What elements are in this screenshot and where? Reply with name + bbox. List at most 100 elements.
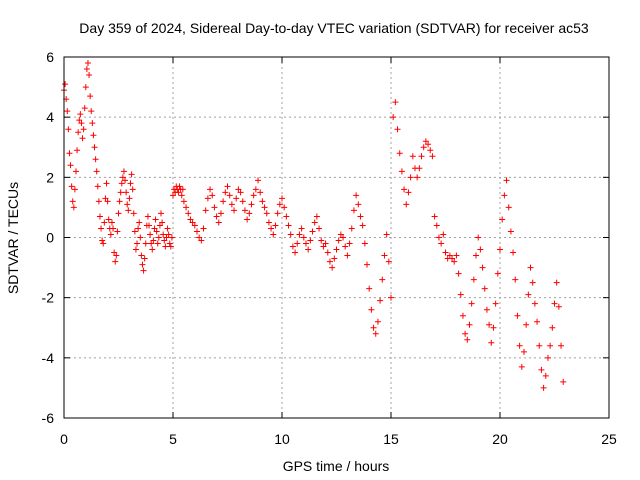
y-axis-label: SDTVAR / TECUs [5,182,21,294]
data-point [440,231,447,238]
data-point [305,246,312,253]
data-point [418,153,425,160]
data-point [160,231,167,238]
data-point [250,192,257,199]
x-tick-label: 25 [601,431,617,447]
data-point [374,318,381,325]
data-point [78,120,85,127]
data-point [313,213,320,220]
data-point [244,216,251,223]
data-point [187,216,194,223]
data-point [198,237,205,244]
data-point [90,132,97,139]
plot-frame [63,56,610,419]
data-point [499,216,506,223]
data-point [466,321,473,328]
data-point [88,108,95,115]
data-point [71,186,78,193]
data-point [129,186,136,193]
data-points [61,60,567,391]
data-point [510,249,517,256]
data-point [316,225,323,232]
data-point [342,243,349,250]
data-point [68,183,75,190]
data-point [329,264,336,271]
data-point [503,177,510,184]
data-point [481,285,488,292]
data-point [65,126,72,133]
data-point [144,213,151,220]
data-point [159,219,166,226]
data-point [84,60,91,67]
data-point [139,261,146,268]
data-point [353,192,360,199]
data-point [281,204,288,211]
data-point [141,255,148,262]
x-tick-label: 5 [169,431,177,447]
data-point [167,243,174,250]
data-point [553,279,560,286]
data-point [176,183,183,190]
data-point [156,222,163,229]
data-point [534,318,541,325]
data-point [268,225,275,232]
data-point [98,225,105,232]
data-point [120,168,127,175]
data-point [64,108,71,115]
data-point [74,147,81,154]
data-point [542,372,549,379]
data-point [414,174,421,181]
data-point [86,72,93,79]
data-point [220,198,227,205]
data-point [92,156,99,163]
data-point [479,264,486,271]
data-point [318,237,325,244]
data-point [357,213,364,220]
data-point [409,153,416,160]
data-point [126,195,133,202]
data-point [146,222,153,229]
data-point [366,285,373,292]
data-point [451,258,458,265]
data-point [125,207,132,214]
x-tick-label: 15 [383,431,399,447]
data-point [233,195,240,202]
data-point [168,234,175,241]
data-point [287,231,294,238]
data-point [119,174,126,181]
data-point [127,180,134,187]
data-point [294,240,301,247]
data-point [355,201,362,208]
data-point [337,231,344,238]
data-point [340,234,347,241]
data-point [259,198,266,205]
data-point [283,213,290,220]
data-point [150,237,157,244]
data-point [163,234,170,241]
data-point [112,258,119,265]
data-point [289,243,296,250]
data-point [93,168,100,175]
tick-labels: 0 5 10 15 20 25 -6 -4 -2 0 2 4 6 [42,49,617,447]
data-point [135,225,142,232]
data-point [226,192,233,199]
data-point [123,189,130,196]
data-point [191,222,198,229]
data-point [514,312,521,319]
data-point [331,255,338,262]
data-point [435,234,442,241]
data-point [274,210,281,217]
data-point [108,219,115,226]
data-point [153,228,160,235]
data-point [101,219,108,226]
data-point [62,81,69,88]
data-point [361,240,368,247]
data-point [401,186,408,193]
data-point [231,207,238,214]
data-point [520,348,527,355]
data-point [431,213,438,220]
data-point [118,180,125,187]
data-point [95,198,102,205]
data-point [114,228,121,235]
data-point [124,201,131,208]
